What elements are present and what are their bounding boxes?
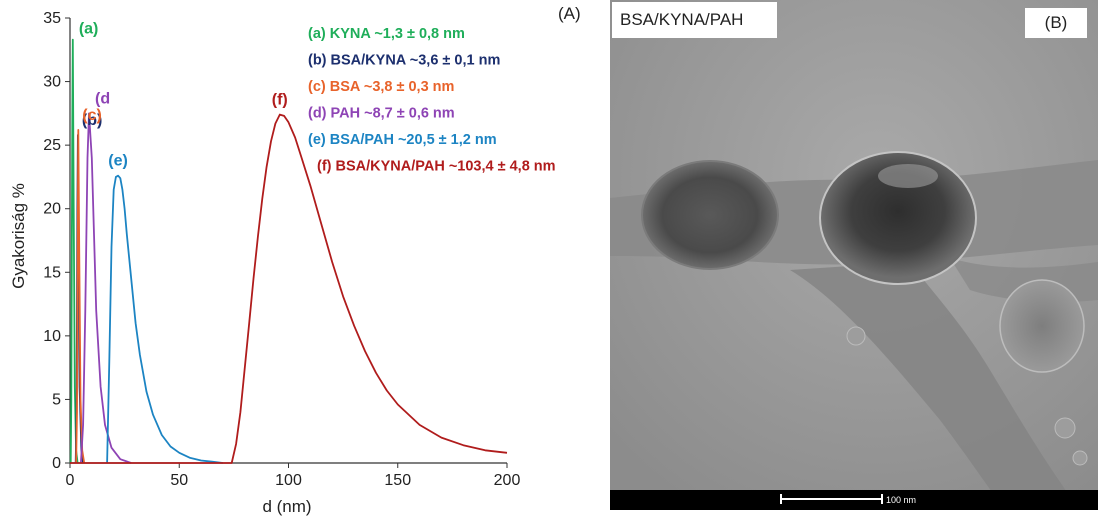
chart-legend: (a) KYNA ~1,3 ± 0,8 nm (b) BSA/KYNA ~3,6 …	[308, 26, 556, 175]
y-tick-label: 5	[52, 391, 61, 408]
x-tick-label: 0	[66, 472, 75, 489]
tem-sample-title: BSA/KYNA/PAH	[612, 2, 777, 38]
x-tick-label: 100	[275, 472, 302, 489]
y-tick-label: 30	[43, 74, 61, 91]
nanoparticle-3	[1000, 280, 1084, 372]
legend-entry-b: (b) BSA/KYNA ~3,6 ± 0,1 nm	[308, 53, 500, 69]
curve-f	[70, 113, 508, 464]
size-distribution-chart: 0 5 10 15 20 25 30 35 0 50 100 150 200 (a) (b)(c)(d (e…	[9, 10, 556, 516]
tem-scale-bar: 100 nm	[610, 490, 1098, 510]
peak-label-a: (a)	[79, 21, 99, 38]
legend-entry-c: (c) BSA ~3,8 ± 0,3 nm	[308, 79, 454, 95]
peak-label-b: (b)	[82, 112, 102, 129]
curve-d	[80, 112, 132, 464]
y-tick-label: 20	[43, 201, 61, 218]
nanoparticle-2	[820, 152, 976, 284]
y-tick-label: 0	[52, 455, 61, 472]
peak-label-f: (f)	[272, 92, 288, 109]
legend-entry-f: (f) BSA/KYNA/PAH ~103,4 ± 4,8 nm	[317, 159, 556, 175]
peak-label-c: (c)	[82, 107, 102, 124]
legend-entry-e: (e) BSA/PAH ~20,5 ± 1,2 nm	[308, 132, 497, 148]
chart-peak-labels: (a) (b)(c)(d (e) (f)	[79, 21, 288, 170]
legend-entry-d: (d) PAH ~8,7 ± 0,6 nm	[308, 106, 455, 122]
y-axis-title: Gyakoriság %	[9, 183, 28, 289]
x-tick-label: 150	[384, 472, 411, 489]
tem-image	[610, 0, 1098, 510]
x-tick-label: 200	[494, 472, 521, 489]
y-tick-label: 35	[43, 10, 61, 27]
curve-e	[106, 174, 224, 464]
chart-axes: 0 5 10 15 20 25 30 35 0 50 100 150 200	[43, 10, 520, 489]
panel-a-label: (A)	[558, 4, 581, 23]
scale-bar-text: 100 nm	[886, 495, 916, 505]
chart-curves	[69, 38, 508, 464]
peak-label-d: (d	[95, 90, 110, 107]
tem-micrograph	[610, 0, 1098, 510]
panel-b-label: (B)	[1025, 8, 1087, 38]
y-tick-label: 25	[43, 137, 61, 154]
nanoparticle-1	[642, 161, 778, 269]
y-tick-label: 15	[43, 264, 61, 281]
x-axis-title: d (nm)	[262, 497, 311, 516]
x-tick-label: 50	[170, 472, 188, 489]
y-tick-label: 10	[43, 328, 61, 345]
peak-label-e: (e)	[108, 153, 128, 170]
legend-entry-a: (a) KYNA ~1,3 ± 0,8 nm	[308, 26, 465, 42]
